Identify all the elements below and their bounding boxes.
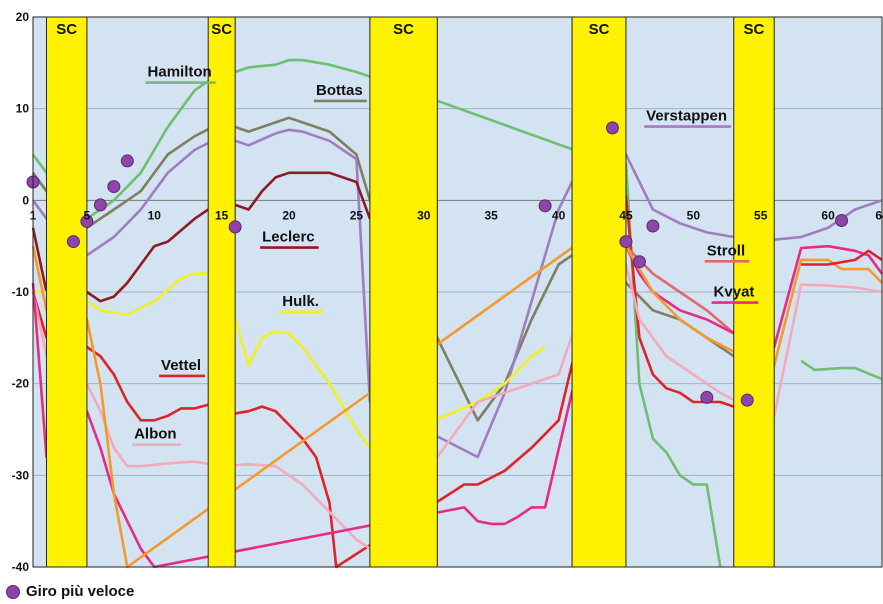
fastest-lap-dot: [740, 393, 754, 407]
series-labels: Hamilton Bottas Verstappen Leclerc Hulk. Vett…: [134, 64, 754, 443]
fastest-lap-dot: [120, 154, 134, 168]
series-line: [31, 171, 372, 303]
safety-car-band: [369, 16, 438, 568]
series-label: Hamilton: [148, 64, 212, 81]
fastest-lap-dots: [26, 121, 849, 407]
safety-car-label: SC: [589, 21, 610, 38]
y-tick-label: -20: [12, 377, 30, 391]
safety-car-band: [207, 16, 236, 568]
safety-car-label: SC: [393, 21, 414, 38]
series-label: Kvyat: [714, 284, 755, 301]
series-label: Vettel: [161, 357, 201, 374]
series-line: [31, 217, 883, 569]
x-tick-label: 35: [485, 208, 499, 222]
series-line: [800, 359, 883, 381]
label-pointers: [132, 81, 759, 446]
series-line: [31, 217, 883, 569]
x-tick-label: 5: [84, 208, 91, 222]
fastest-lap-dot: [228, 220, 242, 234]
safety-car-band: [733, 16, 775, 568]
x-tick-label: 30: [417, 208, 431, 222]
series-label: Albon: [134, 426, 177, 443]
series-line: [33, 272, 546, 450]
x-tick-label: 10: [148, 208, 162, 222]
safety-car-band: [45, 16, 88, 568]
series-line: [31, 194, 775, 569]
y-tick-label: 20: [16, 10, 30, 24]
fastest-lap-dot: [632, 255, 646, 269]
series-line: [31, 116, 775, 422]
x-tick-label: 15: [215, 208, 229, 222]
x-tick-label: 25: [350, 208, 364, 222]
y-tick-label: -40: [12, 560, 30, 574]
legend: Giro più veloce: [6, 583, 134, 600]
fastest-lap-dot: [93, 198, 107, 212]
y-tick-label: -30: [12, 468, 30, 482]
fastest-lap-dot: [80, 214, 94, 228]
fastest-lap-dot: [646, 219, 660, 233]
series-line: [801, 249, 883, 266]
fastest-lap-dot: [700, 390, 714, 404]
series-label: Stroll: [707, 242, 745, 259]
x-tick-label: 64: [875, 208, 883, 222]
safety-car-label: SC: [211, 21, 232, 38]
x-tick-label: 55: [754, 208, 768, 222]
x-tick-label: 40: [552, 208, 566, 222]
x-tick-label: 20: [282, 208, 296, 222]
series-label: Verstappen: [646, 108, 727, 125]
y-tick-label: -10: [12, 285, 30, 299]
safety-car-label: SC: [744, 21, 765, 38]
y-tick-label: 10: [16, 102, 30, 116]
fastest-lap-dot: [66, 235, 80, 249]
legend-label: Giro più veloce: [26, 583, 135, 600]
safety-car-bands: SC SC SC SC SC: [45, 16, 775, 568]
series-lines: [31, 58, 883, 569]
x-tick-label: 45: [619, 208, 633, 222]
safety-car-label: SC: [56, 21, 77, 38]
series-label: Hulk.: [282, 293, 319, 310]
x-tick-label: 60: [821, 208, 835, 222]
fastest-lap-dot: [605, 121, 619, 135]
series-label: Leclerc: [262, 229, 315, 246]
safety-car-band: [571, 16, 627, 568]
fastest-lap-dot: [107, 180, 121, 194]
fastest-lap-dot: [538, 199, 552, 213]
x-tick-label: 50: [687, 208, 701, 222]
fastest-lap-dot: [835, 214, 849, 227]
fastest-lap-dot: [619, 235, 633, 249]
series-line: [31, 58, 722, 568]
series-label: Bottas: [316, 82, 363, 99]
y-tick-label: 0: [22, 193, 29, 207]
fastest-lap-legend-marker: [6, 584, 20, 599]
plot-border: [32, 16, 883, 568]
